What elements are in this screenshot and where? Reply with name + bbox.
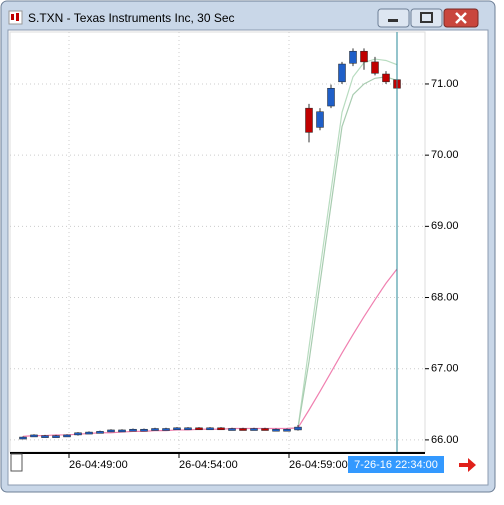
candle-body [184,427,192,431]
candle-body [129,428,137,432]
cursor-label: 7-26-16 22:34:00 [354,459,438,471]
x-tick-label: 26-04:59:00 [289,459,348,471]
candle-body [74,432,82,436]
minimize-button[interactable] [377,8,410,28]
candle-body [206,427,214,431]
candle-body [217,427,225,431]
y-tick-label: 70.00 [431,149,459,161]
candle-body [305,107,313,133]
candle-body [349,50,357,64]
candle-body [30,434,38,438]
candle-body [140,428,148,432]
candle-body [272,428,280,432]
candle-body [96,431,104,434]
candle-body [239,428,247,431]
candle-body [327,87,335,107]
candle-body [294,426,302,431]
plot-area [9,31,426,453]
candle-body [118,429,126,433]
candle-body [371,61,379,74]
candle-body [19,436,27,440]
candle-body [195,427,203,431]
y-tick-label: 69.00 [431,220,459,232]
moving-average-line [286,76,398,430]
app-icon [8,10,23,25]
window-title: S.TXN - Texas Instruments Inc, 30 Sec [28,11,235,25]
x-tick-label: 26-04:54:00 [179,459,238,471]
candle-body [228,428,236,431]
candle-body [52,435,60,438]
y-tick-label: 71.00 [431,78,459,90]
candle-body [173,427,181,431]
cursor-label-box [348,456,444,473]
close-button[interactable] [443,8,479,28]
maximize-button[interactable] [410,8,443,28]
candle-body [85,431,93,435]
candle-body [151,428,159,431]
y-tick-label: 68.00 [431,291,459,303]
candle-body [250,428,258,431]
candle-body [360,50,368,63]
scroll-box[interactable] [10,453,23,472]
candle-body [316,111,324,128]
candle-body [63,434,71,438]
scroll-arrow[interactable] [459,458,476,472]
y-tick-label: 66.00 [431,434,459,446]
candle-body [41,435,49,438]
candle-body [283,428,291,432]
x-tick-label: 26-04:49:00 [69,459,128,471]
candle-body [162,428,170,431]
candle-body [261,428,269,431]
moving-average-line [286,58,398,430]
candle-body [338,63,346,83]
candle-body [382,73,390,83]
y-tick-label: 67.00 [431,363,459,375]
candle-body [107,429,115,433]
